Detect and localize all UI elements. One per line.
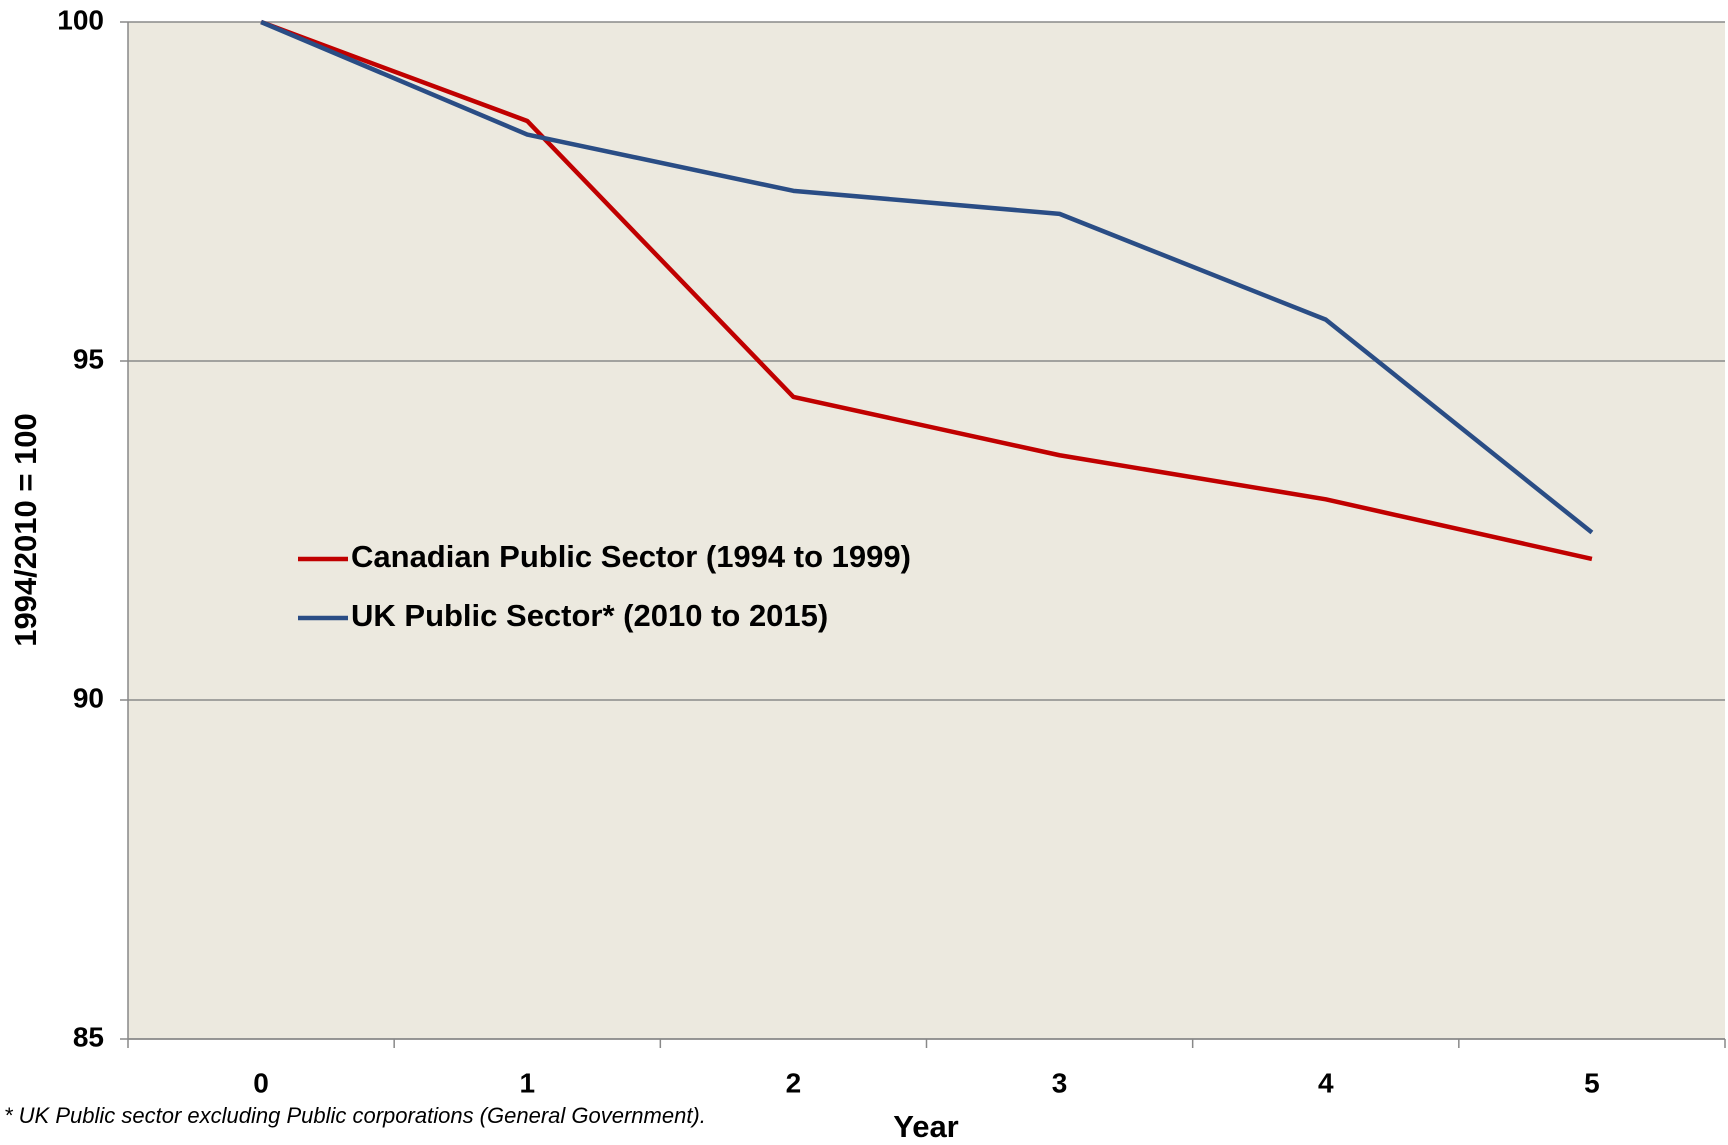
x-tick-label: 2 [786,1067,802,1098]
y-tick-label: 85 [73,1021,104,1052]
series-line [260,19,1594,535]
x-tick-label: 3 [1052,1067,1068,1098]
plot-area [128,22,1725,1039]
x-tick-label: 4 [1318,1067,1334,1098]
series-line [260,19,1593,562]
y-axis-title: 1994/2010 = 100 [8,413,43,647]
y-tick-label: 100 [57,4,104,35]
x-tick-label: 1 [519,1067,535,1098]
y-tick-label: 95 [73,343,104,374]
legend-label: UK Public Sector* (2010 to 2015) [351,598,828,633]
x-tick-label: 0 [253,1067,269,1098]
x-tick-label: 5 [1584,1067,1600,1098]
legend-label: Canadian Public Sector (1994 to 1999) [351,539,911,574]
y-tick-label: 90 [73,682,104,713]
x-axis-title: Year [893,1109,959,1144]
footnote: * UK Public sector excluding Public corp… [4,1103,706,1128]
